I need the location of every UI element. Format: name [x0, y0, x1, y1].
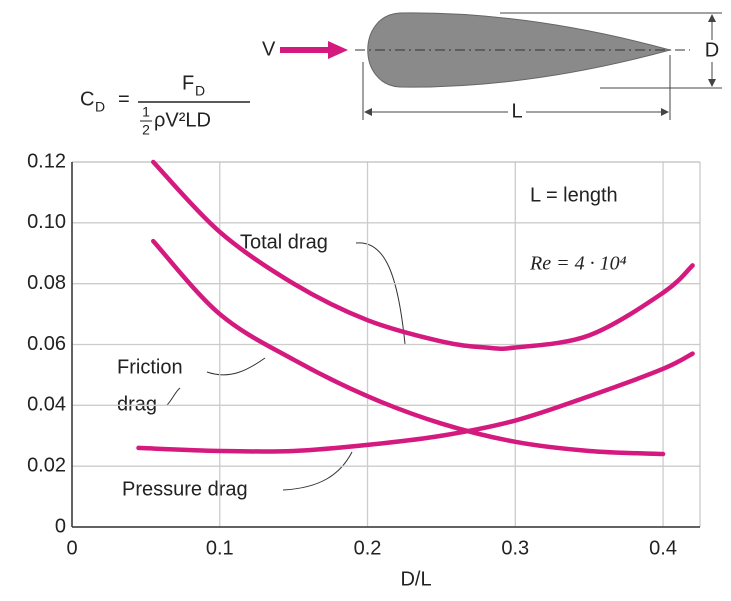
annotation: Pressure drag	[122, 478, 248, 500]
y-tick-label: 0.08	[27, 272, 66, 294]
velocity-label: V	[262, 38, 276, 60]
formula-numerator: F	[182, 72, 194, 94]
arrowhead	[364, 108, 372, 116]
formula-symbol-sub: D	[95, 99, 105, 115]
leader-line	[355, 242, 406, 345]
y-tick-label: 0.12	[27, 150, 66, 172]
label-bg	[508, 101, 526, 123]
formula-half-den: 2	[142, 122, 150, 138]
x-tick-label: 0.1	[206, 537, 234, 559]
arrowhead	[708, 79, 716, 87]
arrowhead	[661, 108, 669, 116]
length-label: L	[511, 100, 522, 122]
annotation: Friction	[117, 356, 183, 378]
annotation: Re = 4 · 10⁴	[529, 253, 627, 275]
velocity-arrowhead	[328, 41, 348, 59]
y-tick-label: 0	[55, 515, 66, 537]
annotation: Total drag	[240, 231, 328, 253]
formula-numerator-sub: D	[195, 83, 205, 99]
arrowhead	[708, 14, 716, 22]
leader-line	[206, 357, 266, 376]
formula-half-num: 1	[142, 104, 150, 120]
y-tick-label: 0.04	[27, 394, 66, 416]
y-tick-label: 0.02	[27, 454, 66, 476]
leader-line	[282, 451, 353, 491]
x-tick-label: 0	[66, 537, 77, 559]
line-series	[151, 159, 695, 351]
leader-line	[166, 387, 181, 406]
diameter-label: D	[705, 39, 719, 61]
formula-symbol: C	[80, 88, 94, 110]
formula-equals: =	[118, 88, 130, 110]
y-tick-label: 0.10	[27, 211, 66, 233]
formula-denominator: ρV²LD	[154, 109, 211, 131]
line-series	[136, 351, 695, 454]
annotation: L = length	[530, 184, 618, 206]
x-tick-label: 0.4	[649, 537, 677, 559]
x-tick-label: 0.2	[354, 537, 382, 559]
x-tick-label: 0.3	[501, 537, 529, 559]
label-bg	[703, 40, 721, 62]
x-axis-label: D/L	[400, 568, 431, 590]
y-tick-label: 0.06	[27, 333, 66, 355]
annotation: drag	[117, 393, 157, 415]
line-series	[151, 238, 666, 457]
